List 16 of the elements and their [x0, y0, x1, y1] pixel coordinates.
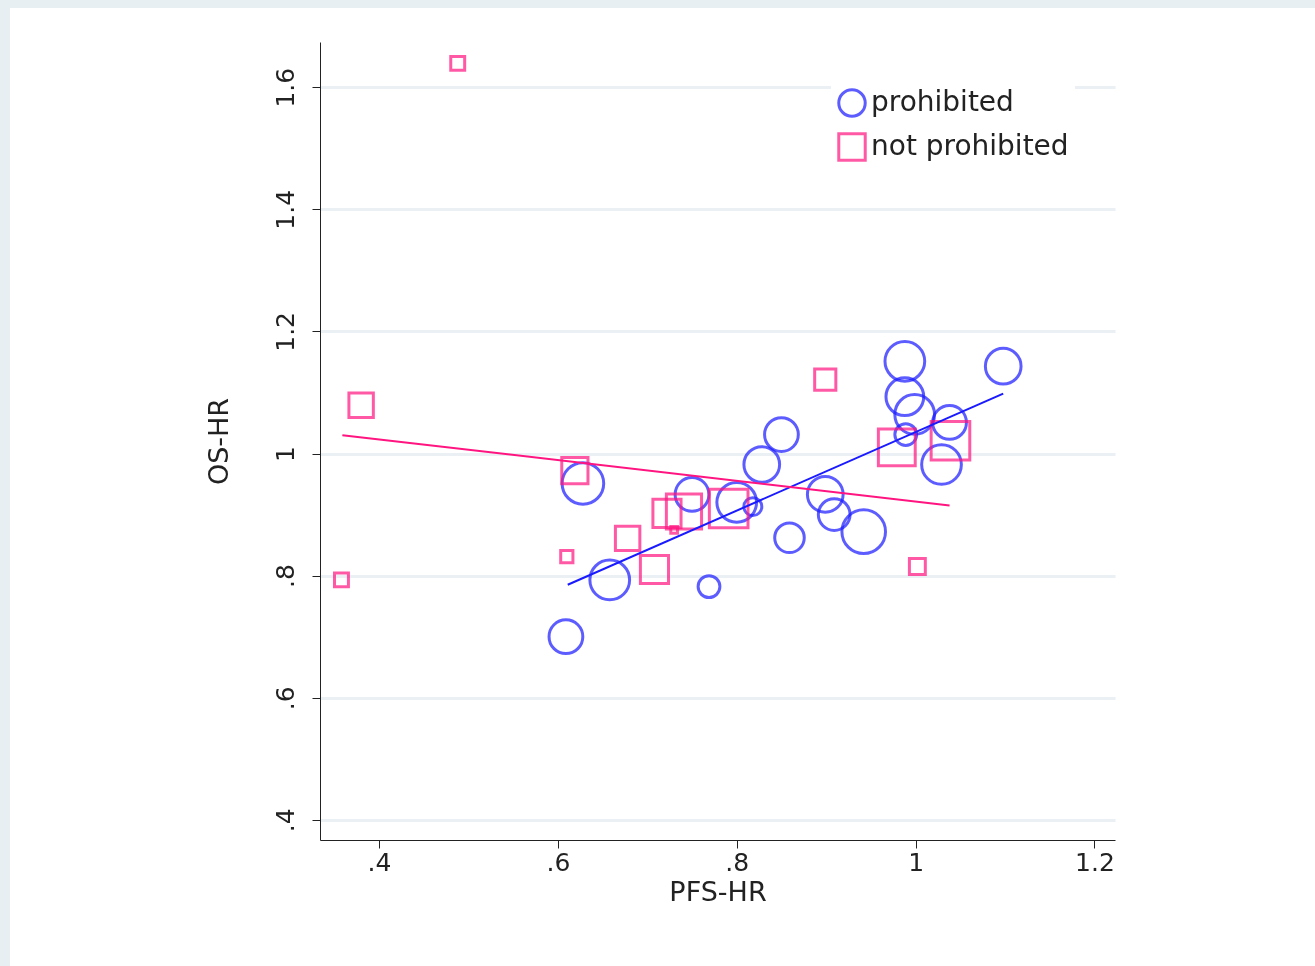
- y-tick-label: 1.6: [270, 67, 300, 108]
- x-tick-label: .4: [367, 847, 392, 877]
- x-tick-label: .8: [725, 847, 750, 877]
- y-tick-label: .8: [270, 564, 300, 589]
- x-axis-title: PFS-HR: [669, 875, 767, 907]
- y-tick-label: .6: [270, 686, 300, 711]
- legend-label: prohibited: [871, 85, 1014, 118]
- y-tick-label: 1.4: [270, 189, 300, 230]
- y-tick-label: .4: [270, 808, 300, 833]
- legend-label: not prohibited: [871, 129, 1069, 162]
- y-tick-label: 1: [270, 446, 300, 462]
- y-axis-title: OS-HR: [202, 397, 234, 486]
- y-tick-label: 1.2: [270, 312, 300, 352]
- x-tick-label: 1.2: [1075, 847, 1115, 877]
- x-tick-label: .6: [546, 847, 571, 877]
- x-tick-label: 1: [908, 847, 925, 877]
